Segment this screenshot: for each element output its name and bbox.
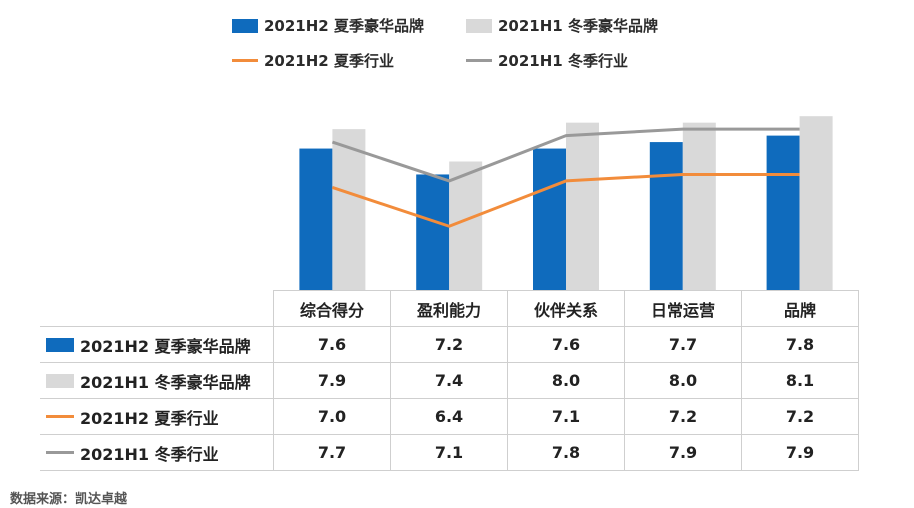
table-cell: 8.0	[507, 362, 625, 399]
table-cell: 8.1	[741, 362, 859, 399]
bar-s0-c1	[416, 174, 450, 291]
bar-s0-c0	[299, 148, 333, 291]
legend-swatch-3	[466, 59, 492, 62]
table-cell: 7.1	[390, 434, 508, 471]
bar-s0-c3	[649, 142, 683, 291]
table-category-1: 盈利能力	[390, 290, 508, 327]
legend-label-1: 2021H1 冬季豪华品牌	[498, 17, 658, 35]
bar-s1-c4	[799, 116, 833, 292]
table-cell: 7.2	[624, 398, 742, 435]
table-category-3: 日常运营	[624, 290, 742, 327]
table-series-name-1: 2021H1 冬季豪华品牌	[80, 372, 251, 392]
table-cell: 7.6	[507, 326, 625, 363]
table-cell: 7.0	[273, 398, 391, 435]
table-swatch-3	[46, 451, 74, 454]
table-cell: 7.7	[624, 326, 742, 363]
table-corner	[40, 291, 274, 327]
table-cell: 8.0	[624, 362, 742, 399]
table-cell: 7.9	[624, 434, 742, 471]
legend-item-3: 2021H1 冬季行业	[466, 50, 628, 71]
legend-item-2: 2021H2 夏季行业	[232, 50, 394, 71]
table-cell: 7.2	[390, 326, 508, 363]
table-swatch-0	[46, 337, 74, 352]
table-cell: 7.9	[273, 362, 391, 399]
table-row: 2021H1 冬季行业 7.7 7.1 7.8 7.9 7.9	[40, 434, 859, 471]
table-category-2: 伙伴关系	[507, 290, 625, 327]
table-cell: 7.7	[273, 434, 391, 471]
legend-swatch-2	[232, 59, 258, 62]
table-header-row: 综合得分 盈利能力 伙伴关系 日常运营 品牌	[40, 290, 859, 327]
legend-label-3: 2021H1 冬季行业	[498, 52, 628, 70]
bar-s1-c1	[449, 161, 483, 291]
data-table: 综合得分 盈利能力 伙伴关系 日常运营 品牌 2021H2 夏季豪华品牌 7.6…	[40, 290, 859, 471]
table-category-4: 品牌	[741, 290, 859, 327]
table-category-0: 综合得分	[273, 290, 391, 327]
table-swatch-2	[46, 415, 74, 418]
table-series-name-0: 2021H2 夏季豪华品牌	[80, 336, 251, 356]
table-cell: 7.2	[741, 398, 859, 435]
table-cell: 7.6	[273, 326, 391, 363]
bar-s1-c2	[566, 122, 599, 292]
legend-item-0: 2021H2 夏季豪华品牌	[232, 15, 424, 36]
legend-swatch-1	[466, 18, 492, 33]
table-cell: 7.8	[741, 326, 859, 363]
table-series-name-3: 2021H1 冬季行业	[80, 444, 219, 464]
plot-area	[299, 116, 833, 292]
table-cell: 7.1	[507, 398, 625, 435]
bar-s1-c3	[682, 122, 716, 292]
table-row-header-0: 2021H2 夏季豪华品牌	[40, 326, 274, 363]
legend-label-2: 2021H2 夏季行业	[264, 52, 394, 70]
bar-s1-c0	[332, 129, 366, 291]
source-note: 数据来源：凯达卓越	[10, 492, 128, 507]
bar-s0-c4	[766, 135, 800, 291]
line-series-1	[331, 127, 800, 183]
table-cell: 7.4	[390, 362, 508, 399]
line-series-0	[331, 172, 800, 228]
table-cell: 7.9	[741, 434, 859, 471]
table-cell: 6.4	[390, 398, 508, 435]
legend-swatch-0	[232, 18, 258, 33]
table-row-header-2: 2021H2 夏季行业	[40, 398, 274, 435]
table-swatch-1	[46, 373, 74, 388]
table-row: 2021H1 冬季豪华品牌 7.9 7.4 8.0 8.0 8.1	[40, 362, 859, 399]
table-row: 2021H2 夏季豪华品牌 7.6 7.2 7.6 7.7 7.8	[40, 326, 859, 363]
table-series-name-2: 2021H2 夏季行业	[80, 408, 219, 428]
table-row-header-3: 2021H1 冬季行业	[40, 434, 274, 471]
table-row-header-1: 2021H1 冬季豪华品牌	[40, 362, 274, 399]
legend-label-0: 2021H2 夏季豪华品牌	[264, 17, 424, 35]
table-row: 2021H2 夏季行业 7.0 6.4 7.1 7.2 7.2	[40, 398, 859, 435]
table-cell: 7.8	[507, 434, 625, 471]
legend-item-1: 2021H1 冬季豪华品牌	[466, 15, 658, 36]
bar-s0-c2	[533, 148, 566, 291]
